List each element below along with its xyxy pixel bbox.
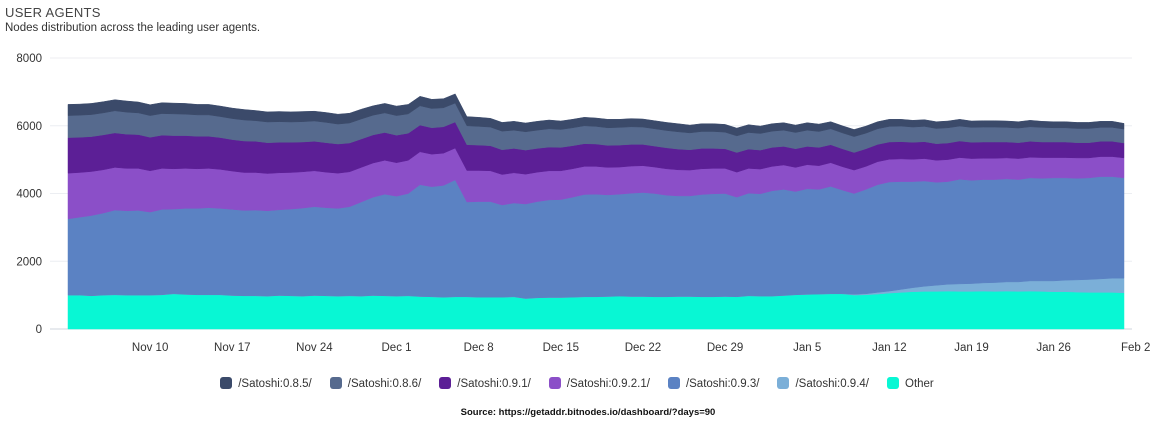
legend-swatch xyxy=(777,377,790,389)
legend-label: /Satoshi:0.8.6/ xyxy=(347,378,422,390)
x-tick-label: Nov 24 xyxy=(296,342,333,354)
x-tick-label: Nov 10 xyxy=(132,342,168,354)
legend-label: Other xyxy=(905,378,934,390)
chart-title: USER AGENTS xyxy=(5,5,101,20)
user-agents-chart: 0 2000 4000 6000 8000 Nov 10 Nov 17 Nov 24 Dec … xyxy=(16,53,1151,354)
y-tick-label: 4000 xyxy=(16,189,42,201)
x-tick-label: Dec 15 xyxy=(543,342,579,354)
x-tick-label: Nov 17 xyxy=(214,342,250,354)
legend-item[interactable]: /Satoshi:0.9.1/ xyxy=(439,377,531,390)
legend-swatch xyxy=(439,377,452,389)
y-tick-label: 0 xyxy=(36,324,42,336)
legend-item[interactable]: /Satoshi:0.9.2.1/ xyxy=(548,377,650,390)
chart-subtitle: Nodes distribution across the leading us… xyxy=(5,22,261,34)
legend-swatch xyxy=(548,377,561,389)
x-tick-label: Jan 12 xyxy=(872,342,907,354)
source-note: Source: https://getaddr.bitnodes.io/dash… xyxy=(460,407,716,418)
y-axis-ticks: 0 2000 4000 6000 8000 xyxy=(16,53,42,336)
x-tick-label: Jan 26 xyxy=(1036,342,1071,354)
y-tick-label: 8000 xyxy=(16,53,42,65)
legend-label: /Satoshi:0.8.5/ xyxy=(238,378,312,390)
x-tick-label: Dec 1 xyxy=(382,342,412,354)
legend-item[interactable]: /Satoshi:0.9.4/ xyxy=(777,377,869,390)
area-satoshi-0-8-5[interactable] xyxy=(67,93,1125,137)
x-tick-label: Dec 8 xyxy=(464,342,494,354)
y-tick-label: 2000 xyxy=(16,256,42,268)
legend-label: /Satoshi:0.9.1/ xyxy=(457,378,531,390)
legend-label: /Satoshi:0.9.4/ xyxy=(795,378,869,390)
legend-swatch xyxy=(220,377,233,389)
area-series xyxy=(67,93,1125,330)
legend-label: /Satoshi:0.9.3/ xyxy=(685,378,760,390)
legend-item[interactable]: Other xyxy=(887,377,934,390)
x-tick-label: Jan 5 xyxy=(793,342,821,354)
x-axis-ticks: Nov 10 Nov 17 Nov 24 Dec 1 Dec 8 Dec 15 Dec 22… xyxy=(132,342,1151,354)
legend-swatch xyxy=(329,377,342,389)
x-tick-label: Dec 22 xyxy=(625,342,661,354)
legend-item[interactable]: /Satoshi:0.9.3/ xyxy=(667,377,760,390)
legend-swatch xyxy=(667,377,680,389)
legend-item[interactable]: /Satoshi:0.8.5/ xyxy=(220,377,312,390)
legend-label: /Satoshi:0.9.2.1/ xyxy=(566,378,650,390)
chart-legend: /Satoshi:0.8.5/ /Satoshi:0.8.6/ /Satoshi:0… xyxy=(0,377,1154,390)
x-tick-label: Feb 2 xyxy=(1121,342,1150,354)
y-tick-label: 6000 xyxy=(16,121,42,133)
legend-swatch xyxy=(887,377,899,389)
x-tick-label: Jan 19 xyxy=(954,342,989,354)
legend-item[interactable]: /Satoshi:0.8.6/ xyxy=(329,377,422,390)
x-tick-label: Dec 29 xyxy=(707,342,743,354)
